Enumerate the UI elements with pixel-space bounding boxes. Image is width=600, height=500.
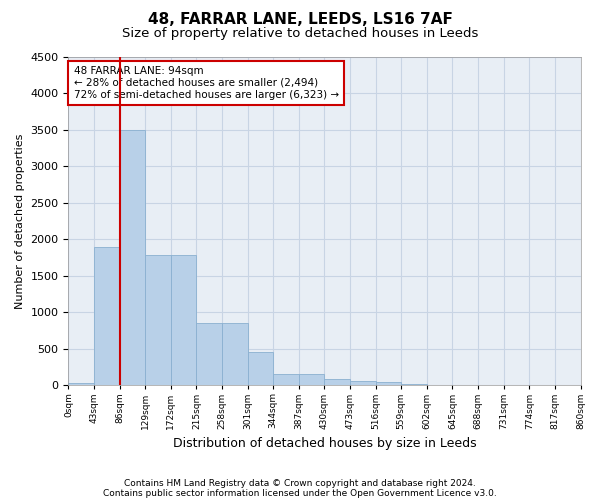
Text: Contains HM Land Registry data © Crown copyright and database right 2024.: Contains HM Land Registry data © Crown c… [124, 478, 476, 488]
Text: 48, FARRAR LANE, LEEDS, LS16 7AF: 48, FARRAR LANE, LEEDS, LS16 7AF [148, 12, 452, 28]
Bar [376, 382, 401, 386]
Bar [401, 384, 427, 386]
Text: Contains public sector information licensed under the Open Government Licence v3: Contains public sector information licen… [103, 488, 497, 498]
Bar [427, 384, 452, 386]
X-axis label: Distribution of detached houses by size in Leeds: Distribution of detached houses by size … [173, 437, 476, 450]
Bar [248, 352, 273, 386]
Bar [325, 379, 350, 386]
Text: 48 FARRAR LANE: 94sqm
← 28% of detached houses are smaller (2,494)
72% of semi-d: 48 FARRAR LANE: 94sqm ← 28% of detached … [74, 66, 338, 100]
Bar [94, 246, 119, 386]
Bar [299, 374, 325, 386]
Bar [273, 374, 299, 386]
Bar [119, 130, 145, 386]
Bar [196, 323, 222, 386]
Y-axis label: Number of detached properties: Number of detached properties [15, 133, 25, 308]
Bar [222, 323, 248, 386]
Bar [350, 382, 376, 386]
Bar [145, 256, 171, 386]
Bar [68, 383, 94, 386]
Bar [171, 256, 196, 386]
Text: Size of property relative to detached houses in Leeds: Size of property relative to detached ho… [122, 28, 478, 40]
